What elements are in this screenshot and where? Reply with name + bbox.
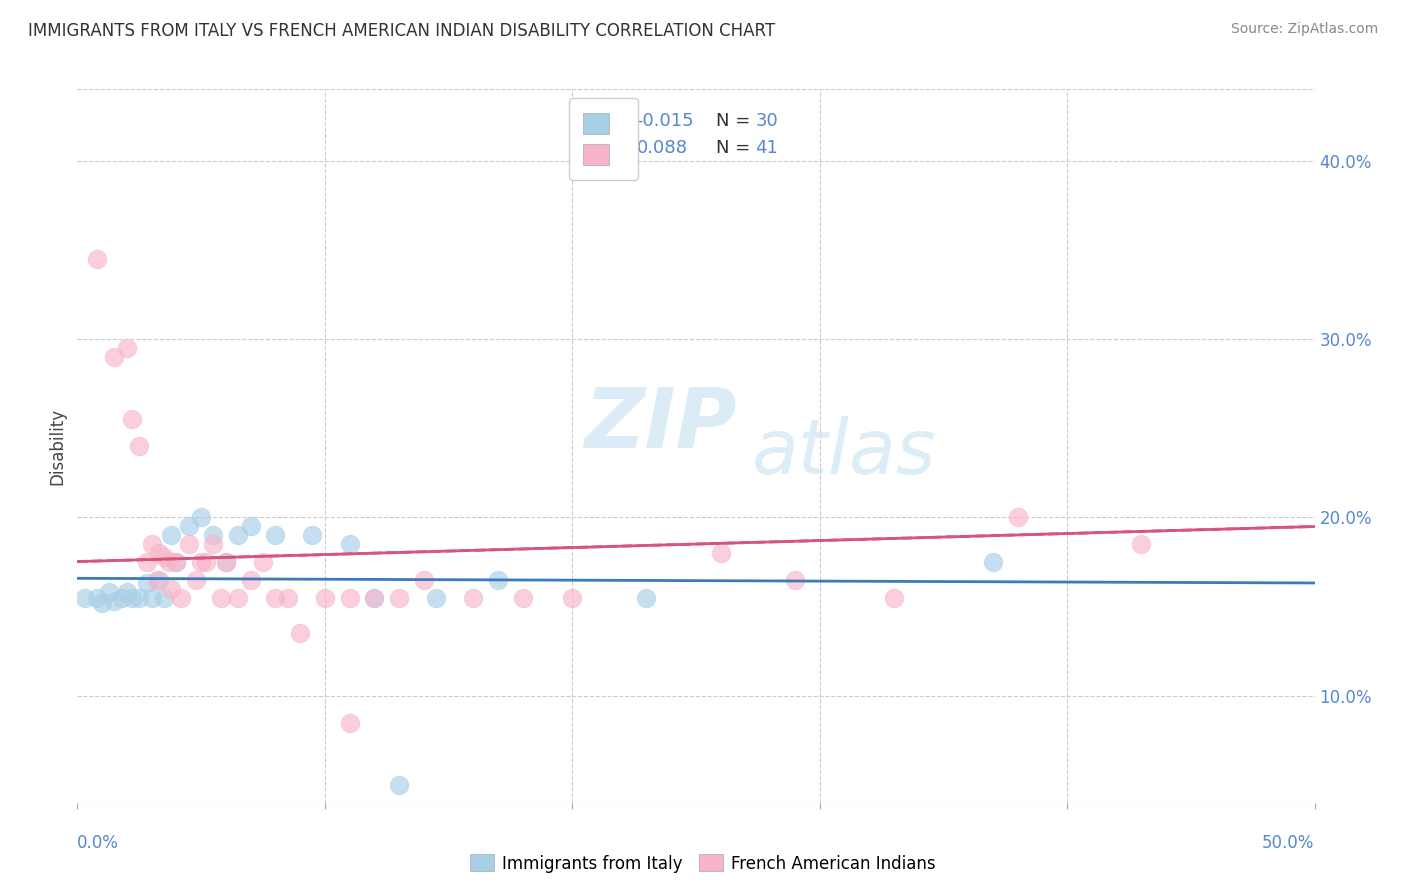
Point bbox=[153, 591, 176, 605]
Text: 0.0%: 0.0% bbox=[77, 834, 120, 852]
Legend:  ,  : , bbox=[569, 98, 638, 179]
Point bbox=[177, 537, 200, 551]
Point bbox=[135, 555, 157, 569]
Point bbox=[339, 591, 361, 605]
Text: 30: 30 bbox=[755, 112, 778, 130]
Point bbox=[103, 594, 125, 608]
Point bbox=[184, 573, 207, 587]
Point bbox=[883, 591, 905, 605]
Point bbox=[314, 591, 336, 605]
Point bbox=[145, 573, 167, 587]
Point bbox=[1130, 537, 1153, 551]
Point bbox=[981, 555, 1004, 569]
Point bbox=[73, 591, 96, 605]
Text: R =: R = bbox=[591, 112, 630, 130]
Point bbox=[148, 573, 170, 587]
Point bbox=[264, 528, 287, 542]
Point bbox=[363, 591, 385, 605]
Point bbox=[190, 510, 212, 524]
Point bbox=[153, 549, 176, 564]
Point bbox=[252, 555, 274, 569]
Text: -0.015: -0.015 bbox=[637, 112, 695, 130]
Point bbox=[512, 591, 534, 605]
Text: IMMIGRANTS FROM ITALY VS FRENCH AMERICAN INDIAN DISABILITY CORRELATION CHART: IMMIGRANTS FROM ITALY VS FRENCH AMERICAN… bbox=[28, 22, 775, 40]
Point bbox=[215, 555, 238, 569]
Text: 41: 41 bbox=[755, 139, 779, 157]
Point bbox=[141, 537, 163, 551]
Point bbox=[177, 519, 200, 533]
Point bbox=[98, 585, 121, 599]
Point bbox=[121, 591, 143, 605]
Text: Source: ZipAtlas.com: Source: ZipAtlas.com bbox=[1230, 22, 1378, 37]
Text: 50.0%: 50.0% bbox=[1263, 834, 1315, 852]
Point bbox=[111, 591, 134, 605]
Point bbox=[561, 591, 583, 605]
Point bbox=[339, 537, 361, 551]
Point bbox=[103, 350, 125, 364]
Point bbox=[209, 591, 232, 605]
Point bbox=[128, 439, 150, 453]
Point bbox=[195, 555, 218, 569]
Point bbox=[160, 528, 183, 542]
Point bbox=[388, 778, 411, 792]
Point bbox=[115, 585, 138, 599]
Legend: Immigrants from Italy, French American Indians: Immigrants from Italy, French American I… bbox=[464, 847, 942, 880]
Point bbox=[115, 341, 138, 355]
Point bbox=[239, 519, 262, 533]
Point bbox=[157, 555, 180, 569]
Point bbox=[121, 412, 143, 426]
Point bbox=[239, 573, 262, 587]
Y-axis label: Disability: Disability bbox=[48, 408, 66, 484]
Point bbox=[190, 555, 212, 569]
Point bbox=[486, 573, 509, 587]
Point bbox=[710, 546, 733, 560]
Point bbox=[91, 596, 114, 610]
Point bbox=[141, 591, 163, 605]
Point bbox=[135, 576, 157, 591]
Text: N =: N = bbox=[716, 112, 756, 130]
Text: N =: N = bbox=[716, 139, 756, 157]
Point bbox=[288, 626, 311, 640]
Point bbox=[388, 591, 411, 605]
Point bbox=[783, 573, 806, 587]
Point bbox=[148, 546, 170, 560]
Point bbox=[363, 591, 385, 605]
Point bbox=[463, 591, 485, 605]
Point bbox=[215, 555, 238, 569]
Point bbox=[86, 591, 108, 605]
Point bbox=[226, 528, 249, 542]
Point bbox=[636, 591, 658, 605]
Text: atlas: atlas bbox=[752, 417, 936, 490]
Point bbox=[1007, 510, 1029, 524]
Point bbox=[128, 591, 150, 605]
Text: ZIP: ZIP bbox=[585, 384, 737, 465]
Point bbox=[301, 528, 323, 542]
Point bbox=[425, 591, 447, 605]
Text: 0.088: 0.088 bbox=[637, 139, 688, 157]
Point bbox=[202, 528, 225, 542]
Point bbox=[202, 537, 225, 551]
Point bbox=[412, 573, 434, 587]
Text: R =: R = bbox=[591, 139, 630, 157]
Point bbox=[277, 591, 299, 605]
Point bbox=[165, 555, 187, 569]
Point bbox=[170, 591, 193, 605]
Point bbox=[160, 582, 183, 596]
Point bbox=[339, 715, 361, 730]
Point bbox=[165, 555, 187, 569]
Point bbox=[86, 252, 108, 266]
Point bbox=[226, 591, 249, 605]
Point bbox=[264, 591, 287, 605]
